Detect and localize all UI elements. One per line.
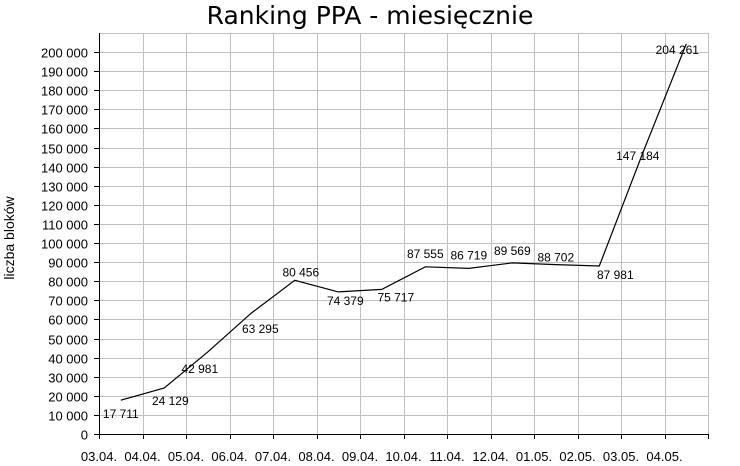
gridlines (99, 33, 709, 434)
x-tick-label: 07.04. (255, 449, 291, 464)
data-label: 86 719 (450, 248, 487, 262)
x-tick-label: 10.04. (385, 449, 421, 464)
x-tick-label: 03.04. (81, 449, 117, 464)
data-label: 147 184 (616, 149, 660, 163)
x-tick-label: 06.04. (211, 449, 247, 464)
axes (94, 33, 709, 439)
x-tick-label: 11.04. (429, 449, 464, 464)
x-tick-label: 12.04. (472, 449, 508, 464)
y-tick-label: 200 000 (41, 46, 88, 61)
x-tick-label: 05.04. (168, 449, 204, 464)
y-tick-label: 0 (81, 428, 88, 443)
series-line (120, 43, 687, 401)
y-tick-label: 90 000 (48, 256, 88, 271)
x-tick-label: 09.04. (342, 449, 378, 464)
y-tick-label: 20 000 (48, 390, 88, 405)
x-tick-label: 08.04. (298, 449, 334, 464)
y-tick-label: 140 000 (41, 161, 88, 176)
y-tick-label: 110 000 (42, 218, 88, 233)
y-tick-label: 160 000 (41, 122, 88, 137)
x-tick-label: 04.05. (646, 449, 682, 464)
y-tick-labels: 0 10 000 20 000 30 000 40 000 50 000 60 000 70 … (41, 46, 88, 443)
y-tick-label: 10 000 (48, 409, 88, 424)
data-label: 24 129 (152, 394, 189, 408)
data-label: 87 981 (597, 268, 634, 282)
data-label: 63 295 (242, 322, 279, 336)
series-polyline (120, 43, 687, 401)
data-label: 80 456 (282, 265, 319, 279)
y-tick-label: 80 000 (48, 275, 88, 290)
data-label: 89 569 (494, 244, 531, 258)
y-tick-label: 150 000 (41, 142, 88, 157)
y-axis-label: liczba bloków (1, 195, 17, 279)
y-tick-label: 180 000 (41, 84, 88, 99)
data-label: 42 981 (181, 362, 218, 376)
data-label: 87 555 (407, 247, 444, 261)
x-tick-label: 03.05. (603, 449, 639, 464)
data-label: 17 711 (103, 407, 139, 421)
data-label: 204 261 (656, 43, 700, 57)
y-tick-label: 30 000 (48, 371, 88, 386)
data-label: 75 717 (377, 290, 414, 304)
y-tick-label: 100 000 (41, 237, 88, 252)
y-tick-label: 170 000 (41, 103, 88, 118)
y-tick-label: 70 000 (48, 294, 88, 309)
chart-title: Ranking PPA - miesięcznie (207, 1, 534, 30)
y-tick-label: 60 000 (48, 313, 88, 328)
x-tick-label: 01.05. (516, 449, 552, 464)
x-tick-label: 04.04. (124, 449, 160, 464)
x-tick-label: 02.05. (559, 449, 595, 464)
y-tick-label: 130 000 (41, 180, 88, 195)
x-tick-labels: 03.04. 04.04. 05.04. 06.04. 07.04. 08.04. 09.0… (81, 449, 683, 464)
y-tick-label: 120 000 (41, 199, 88, 214)
y-tick-label: 190 000 (41, 65, 88, 80)
data-label: 88 702 (537, 251, 574, 265)
y-tick-label: 40 000 (48, 352, 88, 367)
data-label: 74 379 (327, 294, 364, 308)
data-labels: 17 711 24 129 42 981 63 295 80 456 74 379 75 7… (103, 43, 699, 421)
y-tick-label: 50 000 (48, 333, 88, 348)
